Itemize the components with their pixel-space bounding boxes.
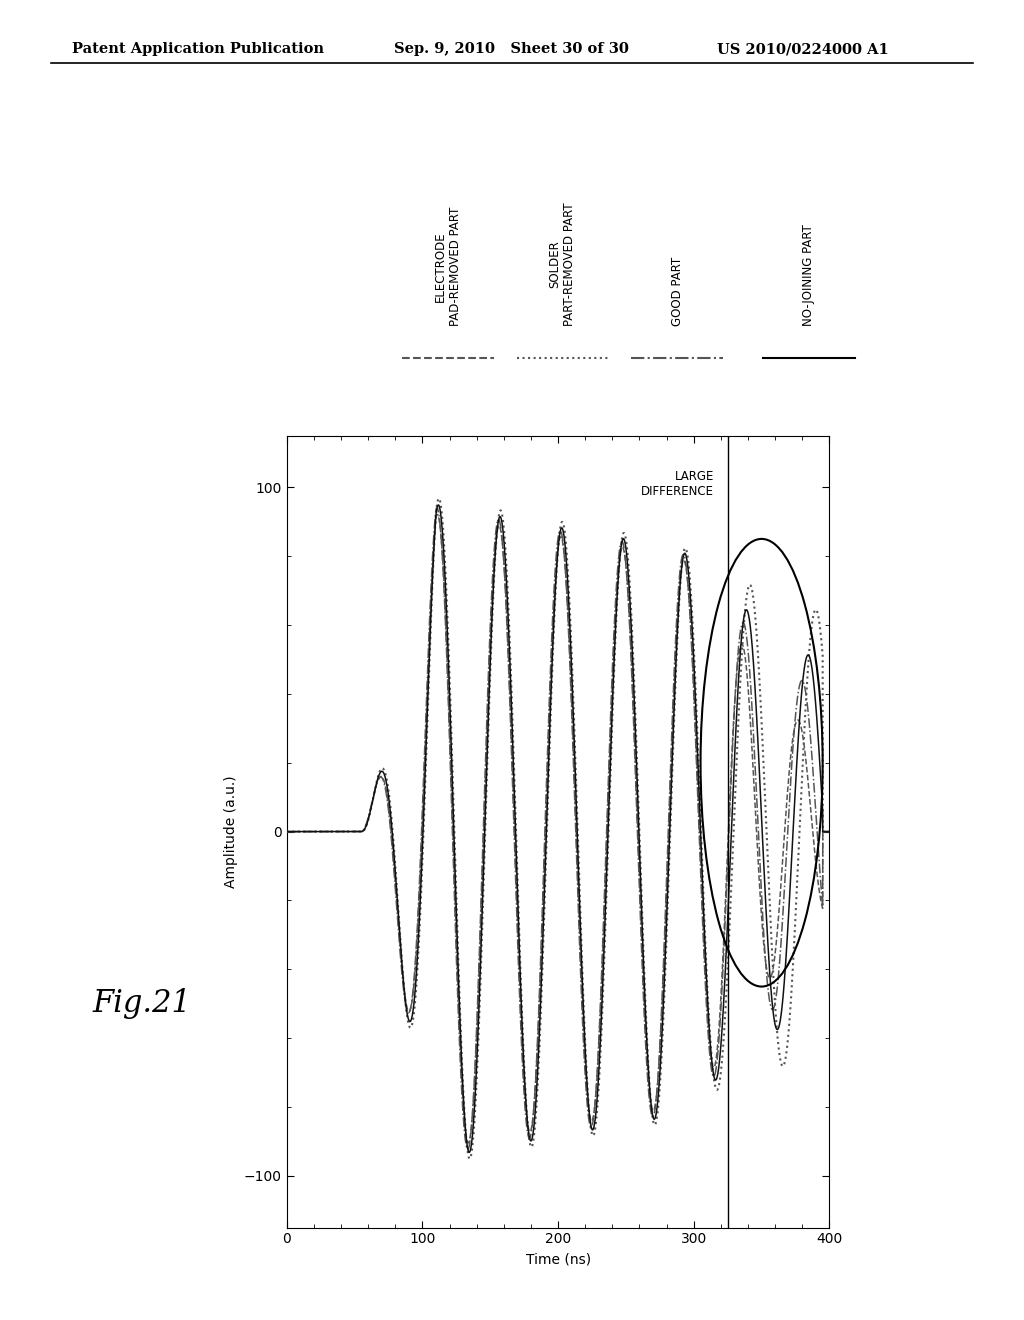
- Y-axis label: Amplitude (a.u.): Amplitude (a.u.): [224, 775, 239, 888]
- Text: US 2010/0224000 A1: US 2010/0224000 A1: [717, 42, 889, 57]
- Text: Patent Application Publication: Patent Application Publication: [72, 42, 324, 57]
- Text: Sep. 9, 2010   Sheet 30 of 30: Sep. 9, 2010 Sheet 30 of 30: [394, 42, 629, 57]
- Text: ELECTRODE
PAD-REMOVED PART: ELECTRODE PAD-REMOVED PART: [434, 207, 462, 326]
- Text: Fig.21: Fig.21: [92, 987, 191, 1019]
- Text: GOOD PART: GOOD PART: [671, 257, 684, 326]
- Text: SOLDER
PART-REMOVED PART: SOLDER PART-REMOVED PART: [549, 203, 577, 326]
- X-axis label: Time (ns): Time (ns): [525, 1251, 591, 1266]
- Text: LARGE
DIFFERENCE: LARGE DIFFERENCE: [641, 470, 714, 498]
- Text: NO-JOINING PART: NO-JOINING PART: [803, 224, 815, 326]
